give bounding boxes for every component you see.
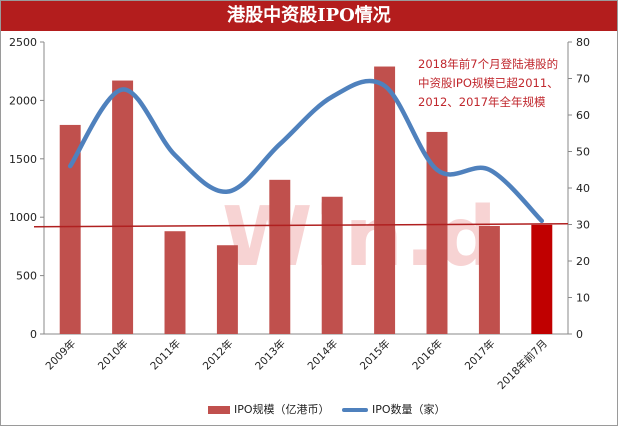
x-tick-label: 2009年: [43, 337, 79, 373]
y-left-tick-label: 1500: [9, 153, 37, 166]
x-tick-label: 2017年: [462, 337, 498, 373]
annotation-text: 2018年前7个月登陆港股的 中资股IPO规模已超2011、 2012、2017…: [418, 55, 588, 112]
annotation-line-3: 2012、2017年全年规模: [418, 95, 546, 109]
bar-10: [531, 224, 553, 334]
x-tick-label: 2012年: [200, 337, 236, 373]
y-right-tick-label: 0: [576, 328, 583, 341]
annotation-line-2: 中资股IPO规模已超2011、: [418, 76, 559, 90]
x-tick-label: 2018年前7月: [495, 337, 550, 392]
legend-bar-swatch: [208, 406, 230, 414]
y-right-tick-label: 70: [576, 73, 590, 86]
x-tick-label: 2011年: [148, 337, 184, 373]
y-right-tick-label: 40: [576, 182, 590, 195]
x-tick-label: 2015年: [357, 337, 393, 373]
reference-line: [33, 223, 569, 228]
y-right-tick-label: 30: [576, 219, 590, 232]
x-tick-label: 2016年: [410, 337, 446, 373]
y-right-tick-label: 60: [576, 109, 590, 122]
y-right-tick-label: 20: [576, 255, 590, 268]
bar-4: [216, 245, 238, 334]
bar-2: [112, 80, 134, 334]
y-right-tick-label: 50: [576, 146, 590, 159]
y-left-tick-label: 0: [30, 328, 37, 341]
bar-6: [321, 196, 343, 334]
legend-line-swatch: [342, 408, 368, 412]
title-bar: [1, 1, 617, 31]
y-right-tick-label: 80: [576, 36, 590, 49]
y-right-tick-label: 10: [576, 292, 590, 305]
bar-5: [269, 179, 291, 334]
x-tick-label: 2013年: [252, 337, 288, 373]
y-left-tick-label: 1000: [9, 211, 37, 224]
bar-9: [478, 225, 500, 334]
bar-3: [164, 231, 186, 334]
annotation-line-1: 2018年前7个月登陆港股的: [418, 57, 559, 71]
bar-8: [426, 131, 448, 334]
chart-title: 港股中资股IPO情况: [227, 5, 391, 26]
legend-line-label: IPO数量（家）: [372, 403, 446, 416]
ipo-count-line: [67, 78, 545, 224]
bar-7: [374, 66, 396, 334]
x-tick-label: 2010年: [95, 337, 131, 373]
y-left-tick-label: 2500: [9, 36, 37, 49]
bar-1: [59, 124, 81, 334]
y-left-tick-label: 2000: [9, 94, 37, 107]
legend-bar-label: IPO规模（亿港币）: [234, 403, 330, 416]
x-tick-label: 2014年: [305, 337, 341, 373]
y-left-tick-label: 500: [16, 270, 37, 283]
